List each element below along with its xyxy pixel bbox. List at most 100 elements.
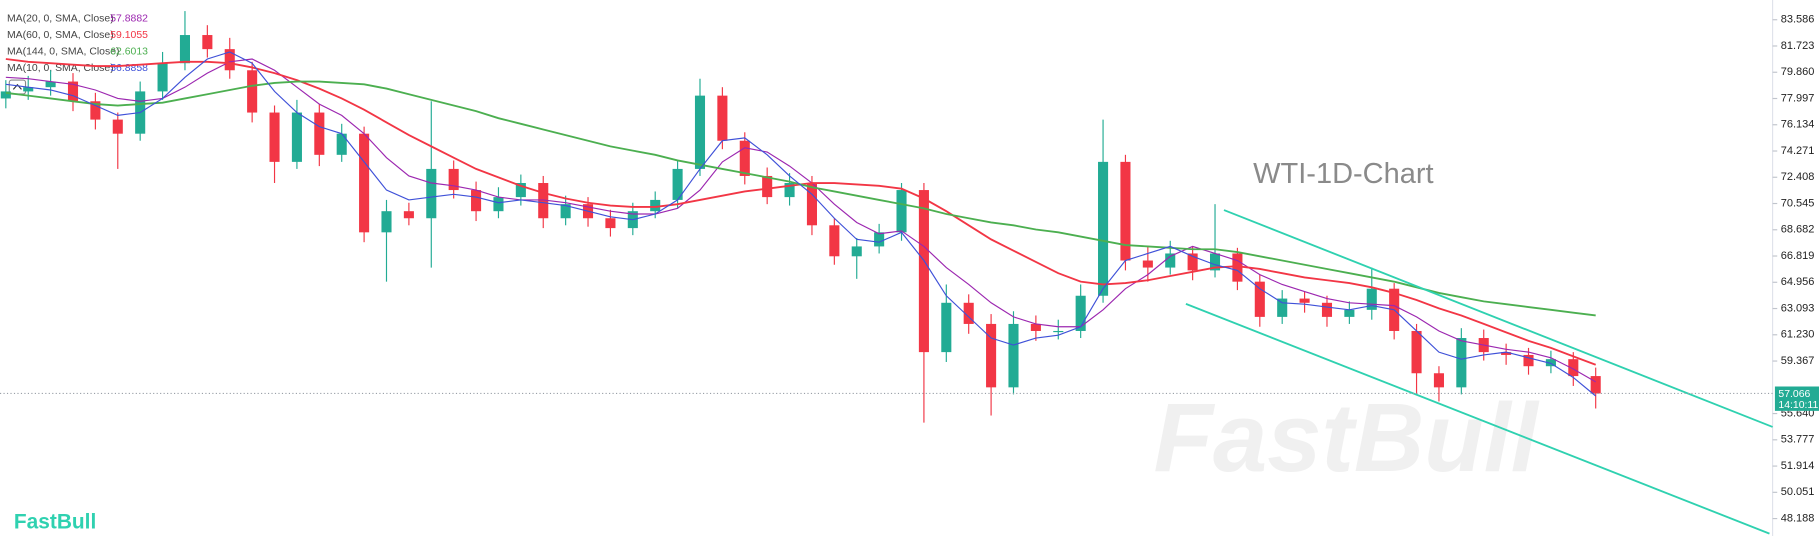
legend: MA(20, 0, SMA, Close)57.8882 MA(60, 0, SM…	[7, 13, 148, 74]
candle-body	[650, 199, 661, 212]
candle-body	[560, 204, 571, 219]
candle-body	[717, 95, 728, 141]
candle-body	[90, 101, 101, 120]
candle-body	[1254, 281, 1265, 317]
y-tick-label: 76.134	[1781, 119, 1815, 131]
candle-body	[493, 197, 504, 212]
candle-body	[1187, 253, 1198, 271]
candle-body	[1523, 354, 1534, 367]
candle-body	[739, 140, 750, 176]
candle-body	[23, 87, 34, 92]
candle-body	[986, 323, 997, 388]
y-tick-label: 66.819	[1781, 250, 1815, 262]
candle-body	[381, 211, 392, 233]
candle-body	[672, 168, 683, 200]
logo: FastBull	[14, 511, 96, 534]
candle-body	[1344, 309, 1355, 317]
candle-body	[1053, 330, 1064, 333]
candle-body	[291, 112, 302, 162]
candle-body	[1501, 352, 1512, 355]
y-tick-label: 59.367	[1781, 355, 1815, 367]
candle-body	[1209, 253, 1221, 271]
countdown-label: 14:10:11	[1778, 400, 1818, 411]
candle-body	[1142, 260, 1153, 268]
legend-label: MA(144, 0, SMA, Close)	[7, 47, 120, 58]
candle-body	[896, 190, 907, 233]
candle-body	[1321, 302, 1333, 317]
y-tick-label: 61.230	[1781, 329, 1815, 341]
candle-body	[1165, 253, 1176, 268]
candle-body	[694, 95, 706, 169]
y-tick-label: 72.408	[1781, 171, 1815, 183]
legend-value: 56.8858	[110, 63, 148, 74]
candle-body	[1299, 298, 1310, 303]
candle-body	[426, 168, 437, 219]
candle-body	[1411, 330, 1422, 374]
y-tick-label: 77.997	[1781, 92, 1815, 104]
candle-body	[359, 133, 370, 233]
ma-line	[5, 51, 1597, 397]
candle-body	[1590, 376, 1601, 394]
candle-body	[448, 168, 459, 191]
y-tick-label: 74.271	[1781, 145, 1815, 157]
candle-body	[515, 183, 526, 198]
y-tick-label: 64.956	[1781, 276, 1815, 288]
candle-body	[224, 49, 235, 71]
ma-line	[5, 80, 1596, 317]
candle-body	[269, 112, 280, 162]
legend-label: MA(60, 0, SMA, Close)	[7, 30, 114, 41]
candle-body	[179, 35, 191, 64]
candle-body	[829, 225, 840, 257]
candle-body	[1008, 323, 1019, 388]
candle-body	[784, 183, 795, 198]
candle-body	[202, 35, 213, 50]
candle-body	[1456, 338, 1467, 388]
candle-body	[851, 246, 862, 257]
background-watermark: FastBull	[1154, 383, 1540, 492]
y-tick-label: 50.051	[1781, 486, 1815, 498]
collapse-icon	[12, 83, 22, 90]
candle-body	[1098, 161, 1109, 296]
candle-body	[963, 302, 974, 324]
candle-body	[1030, 323, 1041, 331]
candle-body	[403, 211, 414, 219]
y-tick-label: 63.093	[1781, 302, 1815, 314]
legend-value: 57.8882	[110, 13, 148, 24]
candle-body	[1277, 298, 1288, 317]
candle-body	[762, 175, 773, 198]
candle-body	[1433, 373, 1444, 388]
candle-body	[874, 232, 885, 247]
candle-body	[806, 183, 817, 226]
price-tag-label: 57.066	[1778, 389, 1810, 400]
trendline	[1185, 303, 1770, 535]
candle-body	[941, 302, 952, 353]
candle-body	[314, 112, 325, 155]
chart-watermark: WTI-1D-Chart	[1253, 158, 1433, 190]
legend-value: 59.1055	[110, 30, 148, 41]
y-tick-label: 51.914	[1781, 460, 1815, 472]
candle-body	[0, 91, 11, 99]
candle-body	[1545, 359, 1556, 367]
candle-body	[1568, 359, 1579, 377]
candle-body	[67, 81, 79, 102]
candle-body	[1366, 288, 1377, 310]
candle-body	[1120, 161, 1131, 261]
candle-body	[918, 190, 929, 353]
y-tick-label: 68.682	[1781, 224, 1815, 236]
candle-body	[157, 63, 168, 92]
y-tick-label: 79.860	[1781, 66, 1815, 78]
legend-value: 62.6013	[110, 47, 148, 58]
candle-body	[45, 81, 56, 88]
y-tick-label: 70.545	[1781, 197, 1815, 209]
ma-line	[5, 58, 1597, 366]
y-tick-label: 81.723	[1781, 40, 1815, 52]
candle-body	[538, 183, 549, 219]
candle-body	[112, 119, 123, 134]
trendline	[1223, 209, 1773, 428]
price-tag	[1774, 386, 1819, 411]
ma-line	[5, 58, 1596, 383]
legend-label: MA(20, 0, SMA, Close)	[7, 13, 114, 24]
y-tick-label: 53.777	[1781, 434, 1815, 446]
legend-label: MA(10, 0, SMA, Close)	[7, 63, 114, 74]
